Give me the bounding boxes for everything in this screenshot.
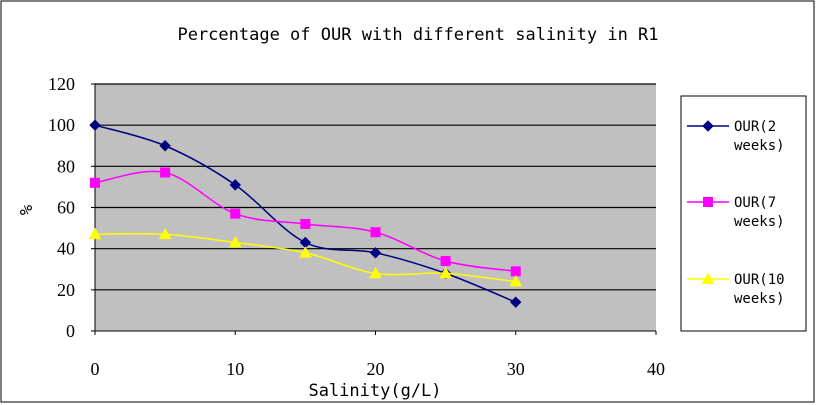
data-point-series-1 [369,247,382,259]
data-point-series-2 [510,266,521,277]
data-point-series-2 [300,218,311,229]
data-point-series-1 [510,296,522,308]
legend-marker-3 [701,272,715,284]
data-point-series-2 [160,167,171,178]
y-axis-label: % [17,205,37,215]
legend-box [680,95,807,332]
x-tick-label: 10 [226,359,244,379]
legend: OUR(2 weeks) OUR(7 weeks) OUR(10 weeks) [680,95,807,332]
x-axis-label: Salinity(g/L) [308,381,441,401]
legend-label-2-line-2: weeks) [734,214,785,230]
data-point-series-3 [299,246,312,258]
data-point-series-2 [90,177,100,188]
x-tick-label: 20 [367,359,385,379]
data-point-series-1 [89,119,101,131]
data-point-series-3 [88,227,102,240]
data-point-series-3 [439,266,452,279]
y-tick-label: 80 [57,156,75,176]
data-point-series-3 [509,275,523,287]
data-point-series-3 [158,227,172,240]
x-tick-label: 0 [91,359,100,379]
x-tick-label: 40 [647,359,665,379]
legend-marker-1 [702,120,714,132]
y-tick-label: 120 [48,74,75,94]
y-tick-label: 100 [48,115,75,135]
y-tick-label: 40 [57,239,75,259]
y-tick-label: 0 [66,321,75,341]
legend-label-3: OUR(10 [734,272,785,288]
data-point-series-2 [440,256,451,267]
data-point-series-1 [159,140,171,152]
legend-label-2: OUR(7 [734,195,776,211]
data-point-series-3 [228,235,242,248]
legend-marker-2 [703,197,713,207]
data-point-series-1 [229,179,241,191]
legend-label-1: OUR(2 [734,119,776,135]
data-point-series-3 [369,266,382,279]
data-point-series-2 [370,227,381,238]
legend-label-3-line-2: weeks) [734,291,785,307]
legend-label-1-line-2: weeks) [734,138,785,154]
chart-title: Percentage of OUR with different salinit… [177,25,658,45]
data-point-series-2 [230,208,241,219]
plot-area: 0 20 40 60 80 100 120 0 10 20 30 40 [48,74,665,379]
x-tick-label: 30 [507,359,525,379]
y-tick-label: 60 [57,198,75,218]
y-tick-label: 20 [57,280,75,300]
